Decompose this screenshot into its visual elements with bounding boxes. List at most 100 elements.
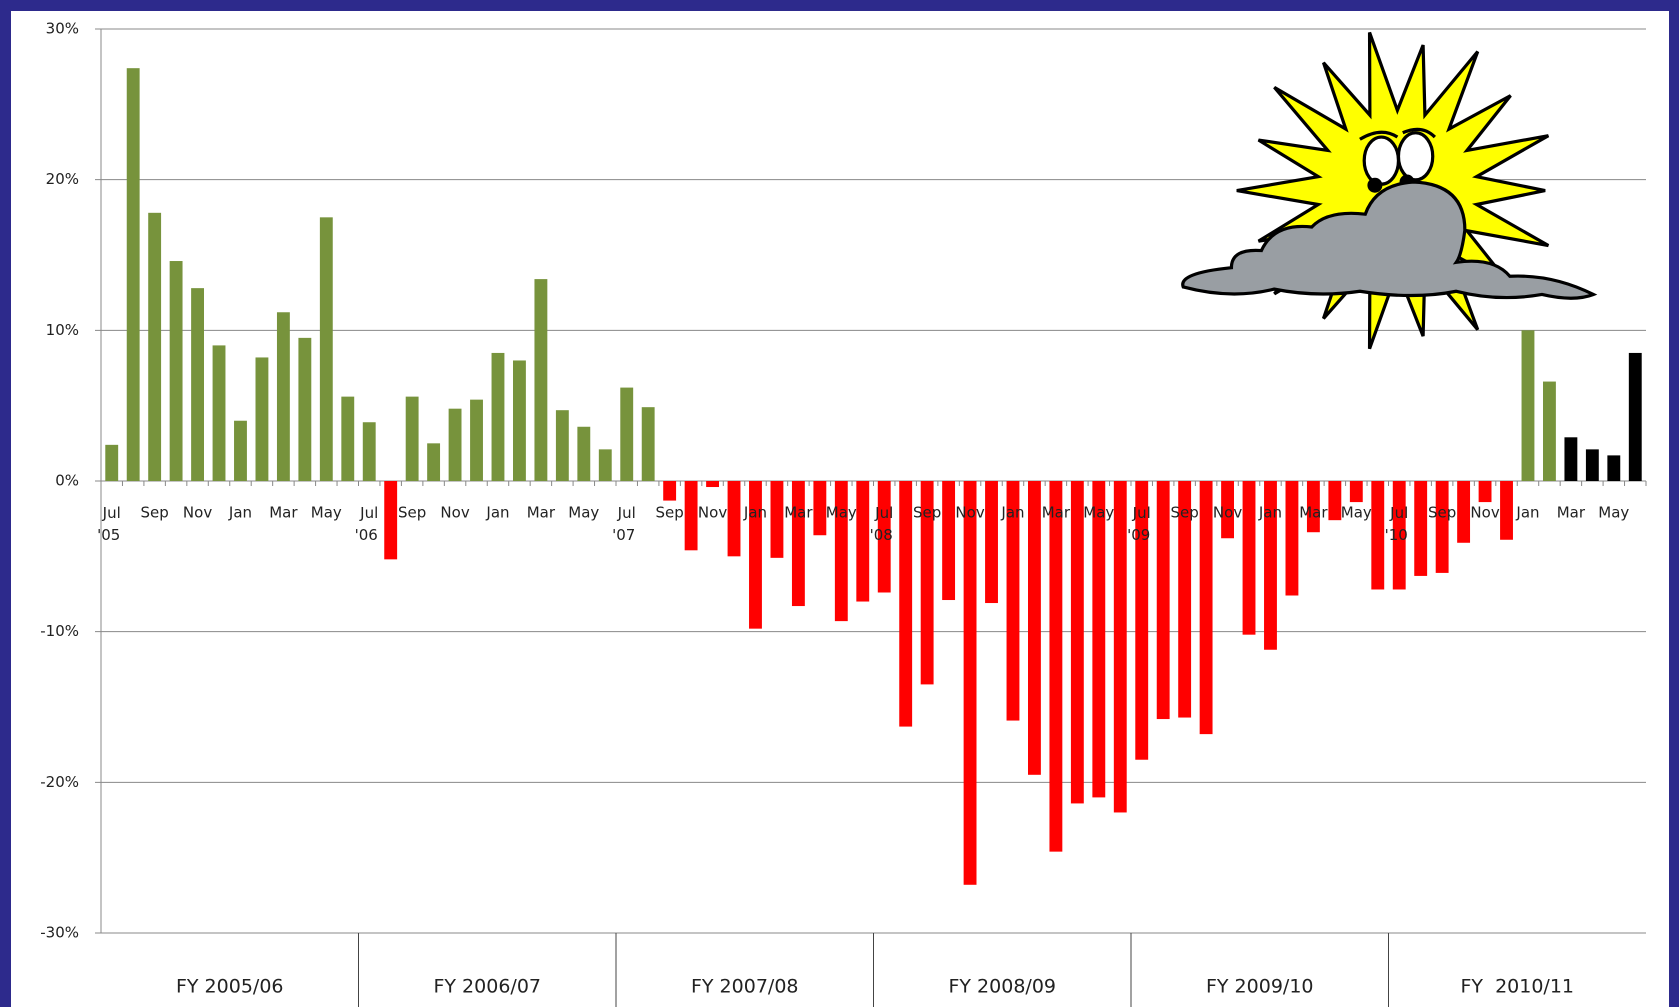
x-tick-label: Sep xyxy=(913,504,941,522)
bar xyxy=(706,481,719,487)
y-tick-label: 30% xyxy=(46,20,79,38)
x-tick-label: Mar xyxy=(527,504,556,522)
bar xyxy=(964,481,977,885)
x-tick-label: Nov xyxy=(955,504,984,522)
bar xyxy=(427,443,440,481)
bar xyxy=(1522,330,1535,481)
x-tick-label: Mar xyxy=(784,504,813,522)
bar xyxy=(298,338,311,481)
bar xyxy=(642,407,655,481)
bar xyxy=(1586,449,1599,481)
bar xyxy=(1543,382,1556,481)
bar xyxy=(148,213,161,481)
x-tick-label: Nov xyxy=(440,504,469,522)
x-tick-label: Jan xyxy=(228,504,252,522)
bar xyxy=(105,445,118,481)
bar xyxy=(534,279,547,481)
eye xyxy=(1364,137,1398,184)
bar xyxy=(1328,481,1341,520)
bar xyxy=(1350,481,1363,502)
x-tick-label: May xyxy=(1598,504,1629,522)
bar xyxy=(556,410,569,481)
bar xyxy=(492,353,505,481)
bar xyxy=(942,481,955,600)
y-tick-label: -20% xyxy=(40,773,79,791)
x-tick-label: Nov xyxy=(1213,504,1242,522)
fiscal-year-label: FY 2008/09 xyxy=(948,976,1056,998)
y-tick-label: 10% xyxy=(46,321,79,339)
bar xyxy=(256,357,269,481)
bar xyxy=(363,422,376,481)
bar xyxy=(384,481,397,559)
x-tick-label: Mar xyxy=(1557,504,1586,522)
x-tick-label: May xyxy=(1341,504,1372,522)
bar xyxy=(1629,353,1642,481)
fiscal-year-label: FY 2009/10 xyxy=(1206,976,1314,998)
bar xyxy=(1414,481,1427,576)
x-tick-label: Jan xyxy=(743,504,767,522)
x-tick-label: May xyxy=(826,504,857,522)
bar xyxy=(341,397,354,481)
bar xyxy=(1564,437,1577,481)
bar xyxy=(1436,481,1449,573)
bar xyxy=(513,360,526,481)
bar xyxy=(234,421,247,481)
bar xyxy=(985,481,998,603)
chart: -30%-20%-10%0%10%20%30%Jul'05SepNovJanMa… xyxy=(0,0,1679,1007)
x-tick-label: Nov xyxy=(1470,504,1499,522)
bar xyxy=(406,397,419,481)
fiscal-year-label: FY 2005/06 xyxy=(176,976,284,998)
bar xyxy=(127,68,140,481)
x-tick-label: Jan xyxy=(1000,504,1024,522)
x-tick-label: Sep xyxy=(141,504,169,522)
x-tick-label: Mar xyxy=(1299,504,1328,522)
bar xyxy=(599,449,612,481)
bar xyxy=(191,288,204,481)
x-tick-label: Sep xyxy=(1428,504,1456,522)
bar xyxy=(1028,481,1041,775)
bar xyxy=(170,261,183,481)
x-tick-label: Mar xyxy=(269,504,298,522)
eye xyxy=(1398,133,1432,180)
bar xyxy=(728,481,741,556)
bar xyxy=(685,481,698,550)
y-tick-label: -10% xyxy=(40,622,79,640)
x-tick-label: Jan xyxy=(1515,504,1539,522)
x-tick-label: Nov xyxy=(183,504,212,522)
fiscal-year-label: FY 2007/08 xyxy=(691,976,799,998)
x-tick-label: Mar xyxy=(1042,504,1071,522)
x-tick-label: Jan xyxy=(485,504,509,522)
x-tick-label: Nov xyxy=(698,504,727,522)
x-tick-label: Jan xyxy=(1258,504,1282,522)
bar xyxy=(470,400,483,481)
bar xyxy=(320,217,333,481)
x-tick-label: Sep xyxy=(1171,504,1199,522)
bar xyxy=(1286,481,1299,596)
bar xyxy=(577,427,590,481)
bar xyxy=(1135,481,1148,760)
bar xyxy=(792,481,805,606)
fiscal-year-label: FY 2010/11 xyxy=(1460,976,1574,998)
pupil xyxy=(1367,178,1382,193)
bar xyxy=(663,481,676,501)
x-tick-label: Sep xyxy=(398,504,426,522)
bar xyxy=(449,409,462,481)
bar xyxy=(1371,481,1384,589)
x-tick-label: May xyxy=(568,504,599,522)
bar xyxy=(1200,481,1213,734)
bar xyxy=(899,481,912,727)
bar xyxy=(813,481,826,535)
y-tick-label: 20% xyxy=(46,170,79,188)
bar xyxy=(856,481,869,602)
bar xyxy=(771,481,784,558)
x-tick-label: May xyxy=(1083,504,1114,522)
bar xyxy=(835,481,848,621)
bar xyxy=(1500,481,1513,540)
page: {"chart_data": {"type": "bar", "categori… xyxy=(0,0,1679,1007)
bar xyxy=(1092,481,1105,797)
bar xyxy=(1049,481,1062,852)
x-tick-label: Sep xyxy=(656,504,684,522)
y-tick-label: -30% xyxy=(40,924,79,942)
bar xyxy=(1607,455,1620,481)
bar xyxy=(1071,481,1084,803)
